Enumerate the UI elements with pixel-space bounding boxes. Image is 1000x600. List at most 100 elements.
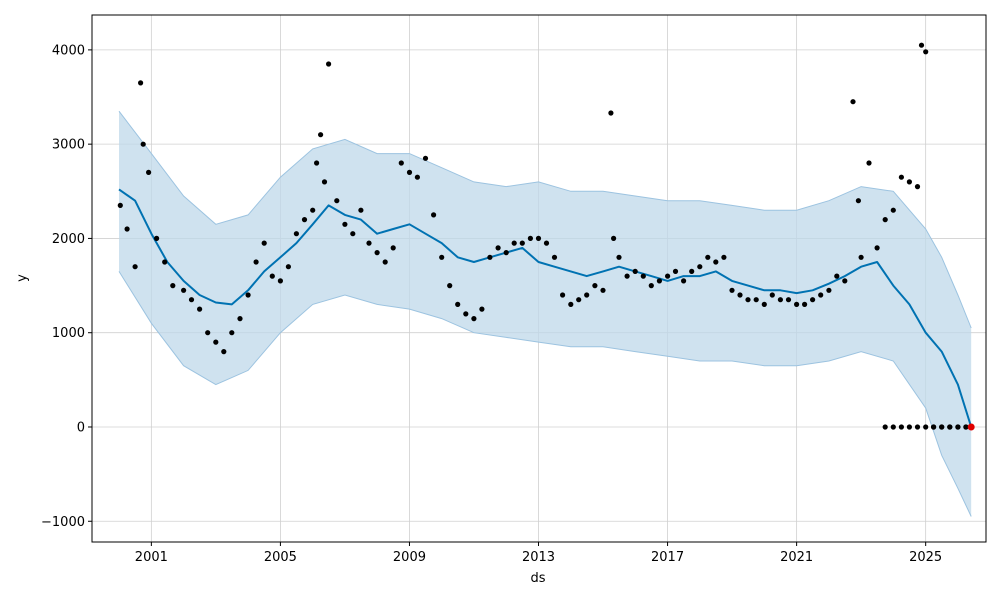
observed-point	[855, 198, 862, 204]
observed-point	[648, 283, 654, 289]
observed-zero-point	[947, 424, 953, 430]
observed-point	[624, 273, 630, 279]
x-tick-label: 2009	[393, 550, 426, 565]
observed-point	[221, 349, 227, 355]
observed-point	[358, 207, 364, 213]
observed-point	[350, 231, 356, 237]
y-tick-label: 3000	[52, 138, 85, 153]
observed-point	[906, 179, 913, 185]
observed-point	[810, 297, 816, 303]
observed-point	[527, 235, 534, 241]
observed-point	[850, 99, 856, 105]
observed-point	[584, 292, 590, 298]
y-tick-label: 4000	[52, 43, 85, 58]
observed-point	[213, 339, 219, 345]
observed-point	[882, 217, 888, 223]
observed-point	[608, 110, 614, 116]
observed-zero-point	[963, 424, 969, 430]
observed-point	[463, 311, 469, 317]
observed-point	[721, 254, 727, 260]
observed-point	[390, 245, 396, 251]
observed-point	[794, 301, 800, 307]
observed-zero-point	[898, 424, 905, 430]
observed-point	[689, 268, 695, 274]
observed-point	[293, 231, 299, 237]
observed-point	[374, 250, 380, 256]
observed-zero-point	[914, 424, 921, 430]
x-tick-label: 2025	[909, 550, 942, 565]
observed-point	[842, 278, 848, 284]
observed-point	[632, 268, 638, 274]
observed-point	[205, 330, 211, 336]
observed-point	[777, 297, 784, 303]
observed-point	[665, 273, 671, 279]
plot-frame	[91, 14, 987, 543]
observed-zero-point	[939, 424, 945, 430]
observed-point	[245, 292, 251, 298]
observed-point	[406, 169, 413, 175]
observed-point	[124, 226, 130, 232]
observed-point	[487, 254, 493, 260]
observed-point	[277, 278, 283, 284]
interval-upper-line	[118, 110, 972, 329]
observed-zero-point	[890, 424, 896, 430]
observed-point	[697, 264, 703, 270]
observed-point	[866, 160, 872, 166]
observed-point	[874, 245, 880, 251]
observed-point	[162, 259, 168, 265]
observed-point	[745, 297, 751, 303]
observed-point	[503, 250, 509, 256]
observed-point	[146, 169, 152, 175]
x-tick-label: 2021	[780, 550, 813, 565]
x-tick-label: 2013	[522, 550, 555, 565]
observed-zero-point	[923, 424, 929, 430]
observed-point	[672, 268, 679, 274]
observed-zero-point	[955, 424, 961, 430]
observed-point	[600, 287, 606, 293]
forecast-layer	[118, 188, 973, 428]
observed-point	[592, 283, 598, 289]
observed-point	[188, 297, 195, 303]
observed-point	[535, 235, 542, 241]
forecast-line	[118, 188, 973, 428]
observed-point	[382, 259, 388, 265]
observed-point	[237, 316, 243, 322]
observed-point	[439, 254, 445, 260]
observed-point	[318, 132, 324, 138]
observed-point	[154, 235, 160, 241]
uncertainty-band	[119, 111, 972, 517]
observed-point	[414, 174, 420, 180]
interval-lower-line	[118, 271, 972, 517]
observed-point	[285, 264, 291, 270]
observed-point	[761, 301, 767, 307]
y-axis-label: y	[15, 274, 30, 282]
observed-point	[366, 240, 372, 246]
observed-point	[398, 160, 404, 166]
y-tick-label: 1000	[52, 326, 85, 341]
observed-point	[117, 202, 123, 208]
highlight-point	[967, 423, 975, 431]
observed-point	[560, 292, 566, 298]
observed-point	[568, 301, 574, 307]
observed-point	[898, 174, 905, 180]
x-tick-label: 2017	[651, 550, 684, 565]
observed-point	[713, 259, 719, 265]
observed-point	[342, 221, 348, 227]
observed-point	[551, 254, 558, 260]
observed-point	[519, 240, 525, 246]
observed-point	[431, 212, 437, 218]
observed-point	[737, 292, 743, 298]
observed-point	[314, 160, 320, 166]
observed-point	[753, 297, 759, 303]
observed-point	[132, 264, 138, 270]
observed-point	[301, 217, 308, 223]
y-tick-label: −1000	[41, 515, 85, 530]
observed-point	[576, 297, 582, 303]
observed-zero-point	[906, 424, 913, 430]
interval-layer	[118, 110, 972, 517]
observed-point	[253, 259, 259, 265]
observed-point	[914, 184, 921, 190]
observed-point	[656, 278, 663, 284]
